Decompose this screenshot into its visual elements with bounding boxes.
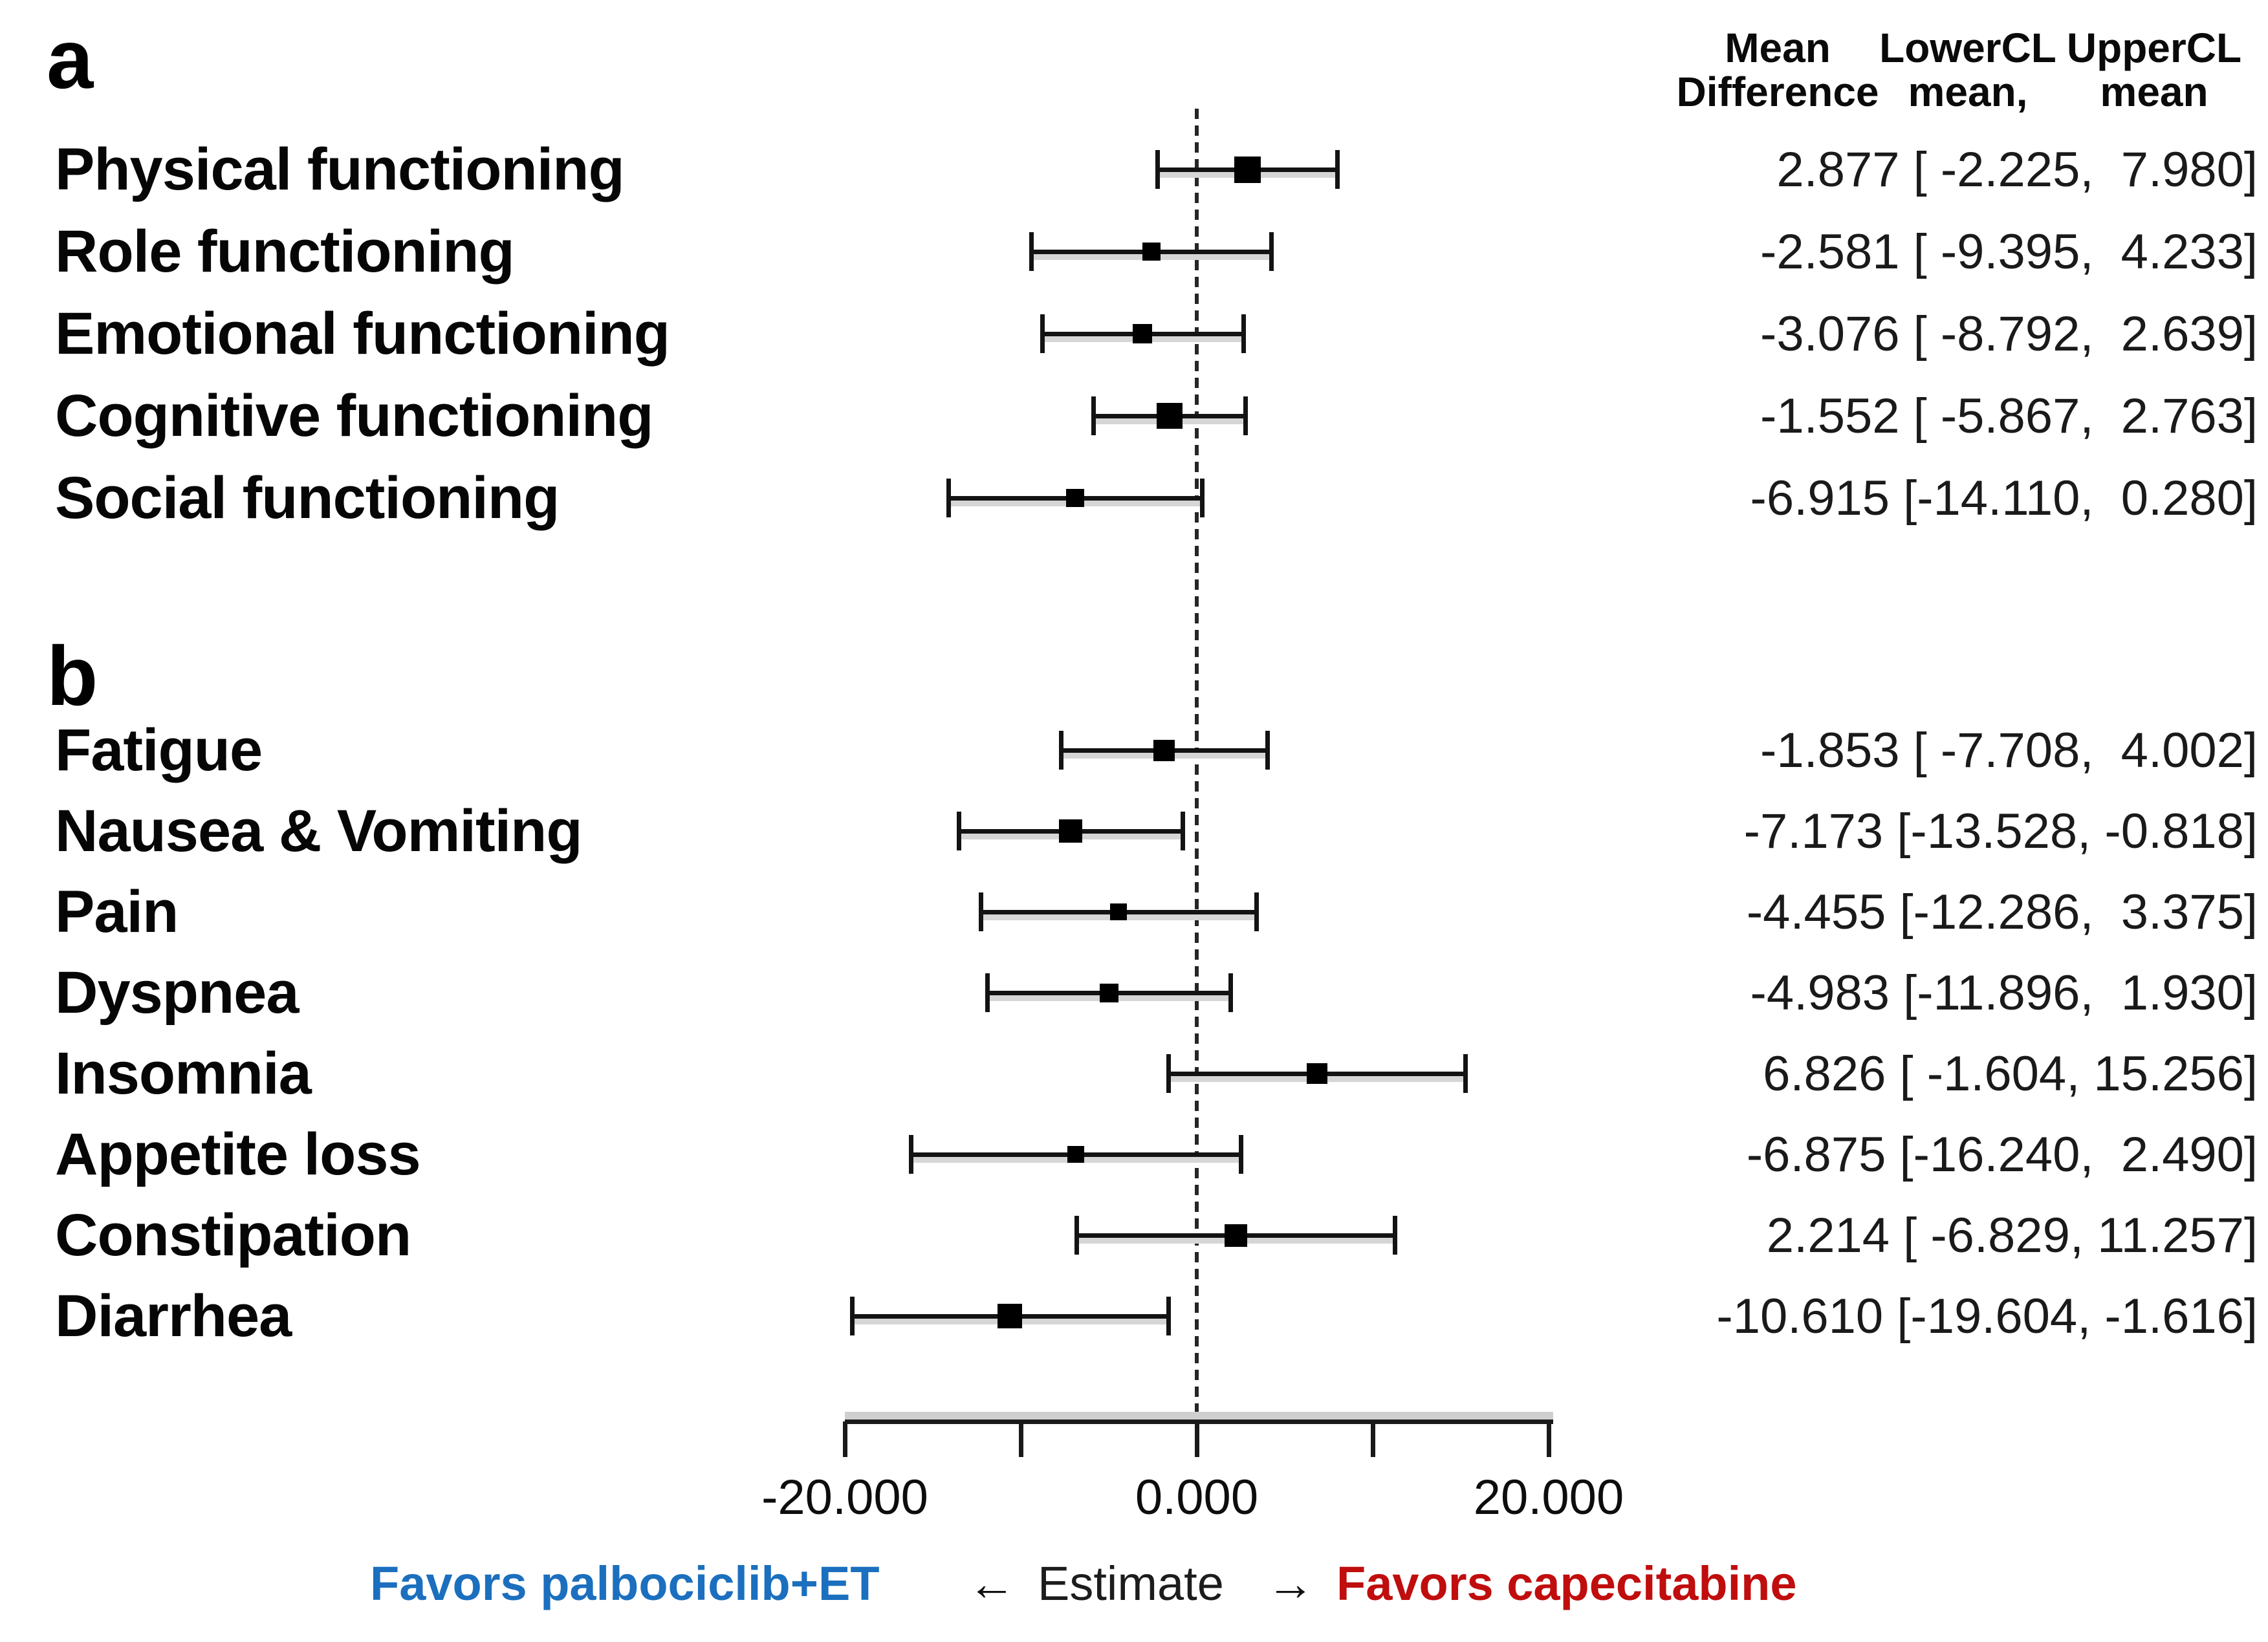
ci-upper-cap (1269, 232, 1274, 271)
row-value: -3.076 [ -8.792, 2.639] (1746, 306, 2258, 362)
row-label: Pain (55, 878, 179, 945)
ci-upper-cap (1238, 1135, 1243, 1174)
ci-upper-cap (1265, 731, 1270, 770)
header-lowercl-line1: LowerCL (1879, 25, 2056, 71)
mean-marker (1224, 1224, 1247, 1247)
ci-upper-cap (1243, 396, 1248, 435)
ci-upper-cap (1335, 150, 1340, 189)
ci-lower-cap (849, 1297, 855, 1335)
favors-right-label: Favors capecitabine (1336, 1556, 1797, 1610)
header-mean-line1: Mean (1725, 25, 1831, 71)
header-uppercl: UpperCL mean (2025, 26, 2268, 114)
row-label: Fatigue (55, 717, 263, 783)
header-uppercl-line2: mean (2100, 69, 2208, 115)
ci-upper-cap (1393, 1216, 1398, 1255)
row-label: Dyspnea (55, 959, 299, 1026)
row-label: Insomnia (55, 1040, 312, 1107)
mean-marker (1153, 739, 1175, 761)
x-axis-tick (843, 1421, 847, 1457)
ci-lower-cap (1074, 1216, 1080, 1255)
row-label: Physical functioning (55, 136, 625, 202)
mean-marker (998, 1304, 1023, 1328)
estimate-axis-label: Estimate (1038, 1556, 1224, 1610)
ci-upper-cap (1199, 479, 1205, 517)
favors-left-label: Favors palbociclib+ET (370, 1556, 880, 1610)
panel-b-letter: b (47, 629, 98, 723)
header-lowercl: LowerCL mean, (1838, 26, 2097, 114)
x-axis-tick (1547, 1421, 1551, 1457)
ci-upper-cap (1254, 892, 1259, 931)
mean-marker (1142, 243, 1161, 261)
ci-upper-cap (1180, 812, 1185, 850)
row-label: Emotional functioning (55, 300, 670, 367)
row-label: Diarrhea (55, 1282, 292, 1349)
mean-marker (1234, 156, 1261, 183)
ci-upper-cap (1241, 314, 1246, 353)
mean-marker (1099, 983, 1118, 1002)
row-value: -6.875 [-16.240, 2.490] (1732, 1127, 2258, 1182)
row-label: Appetite loss (55, 1121, 421, 1187)
ci-upper-cap (1166, 1297, 1172, 1335)
ci-lower-cap (1040, 314, 1045, 353)
right-arrow-icon: → (1267, 1556, 1314, 1610)
x-axis-shadow (845, 1412, 1553, 1420)
x-axis-tick (1019, 1421, 1023, 1457)
ci-lower-cap (978, 892, 983, 931)
ci-lower-cap (909, 1135, 914, 1174)
row-value: -2.581 [ -9.395, 4.233] (1746, 224, 2258, 279)
row-label: Cognitive functioning (55, 382, 653, 449)
ci-lower-cap (1155, 150, 1161, 189)
x-axis-tick-label: 20.000 (1473, 1470, 1624, 1525)
row-value: -10.610 [-19.604, -1.616] (1716, 1288, 2258, 1344)
mean-marker (1065, 489, 1084, 507)
panel-a-letter: a (47, 12, 94, 106)
x-axis-tick (1195, 1421, 1199, 1457)
row-value: -7.173 [-13.528, -0.818] (1730, 803, 2258, 859)
x-axis-tick-label: 0.000 (1135, 1470, 1259, 1525)
row-value: -4.983 [-11.896, 1.930] (1736, 965, 2258, 1021)
ci-lower-cap (1059, 731, 1064, 770)
mean-marker (1109, 903, 1127, 920)
ci-lower-cap (957, 812, 962, 850)
row-value: 2.214 [ -6.829, 11.257] (1739, 1207, 2258, 1263)
ci-lower-cap (1091, 396, 1096, 435)
ci-lower-cap (1166, 1054, 1172, 1093)
mean-marker (1156, 403, 1183, 429)
row-label: Nausea & Vomiting (55, 797, 583, 864)
ci-lower-cap (985, 973, 990, 1012)
row-value: 6.826 [ -1.604, 15.256] (1735, 1046, 2258, 1101)
mean-marker (1058, 819, 1082, 843)
mean-marker (1067, 1146, 1084, 1163)
header-mean-line2: Difference (1676, 69, 1879, 115)
left-arrow-icon: ← (968, 1556, 1016, 1610)
row-value: -1.853 [ -7.708, 4.002] (1746, 722, 2258, 778)
header-mean-difference: Mean Difference (1648, 26, 1907, 114)
header-lowercl-line2: mean, (1908, 69, 2028, 115)
header-uppercl-line1: UpperCL (2066, 25, 2242, 71)
ci-upper-cap (1463, 1054, 1468, 1093)
mean-marker (1133, 324, 1153, 343)
row-value: -6.915 [-14.110, 0.280] (1736, 470, 2258, 526)
row-label: Social functioning (55, 464, 560, 531)
x-axis-tick (1371, 1421, 1375, 1457)
ci-lower-cap (1029, 232, 1034, 271)
mean-marker (1306, 1063, 1327, 1084)
row-label: Constipation (55, 1202, 411, 1268)
ci-upper-cap (1228, 973, 1234, 1012)
row-value: 2.877 [ -2.225, 7.980] (1749, 142, 2258, 197)
x-axis-tick-label: -20.000 (761, 1470, 928, 1525)
zero-reference-line (1195, 109, 1199, 1421)
row-value: -1.552 [ -5.867, 2.763] (1746, 388, 2258, 444)
row-value: -4.455 [-12.286, 3.375] (1732, 884, 2258, 940)
row-label: Role functioning (55, 218, 515, 285)
ci-lower-cap (946, 479, 952, 517)
